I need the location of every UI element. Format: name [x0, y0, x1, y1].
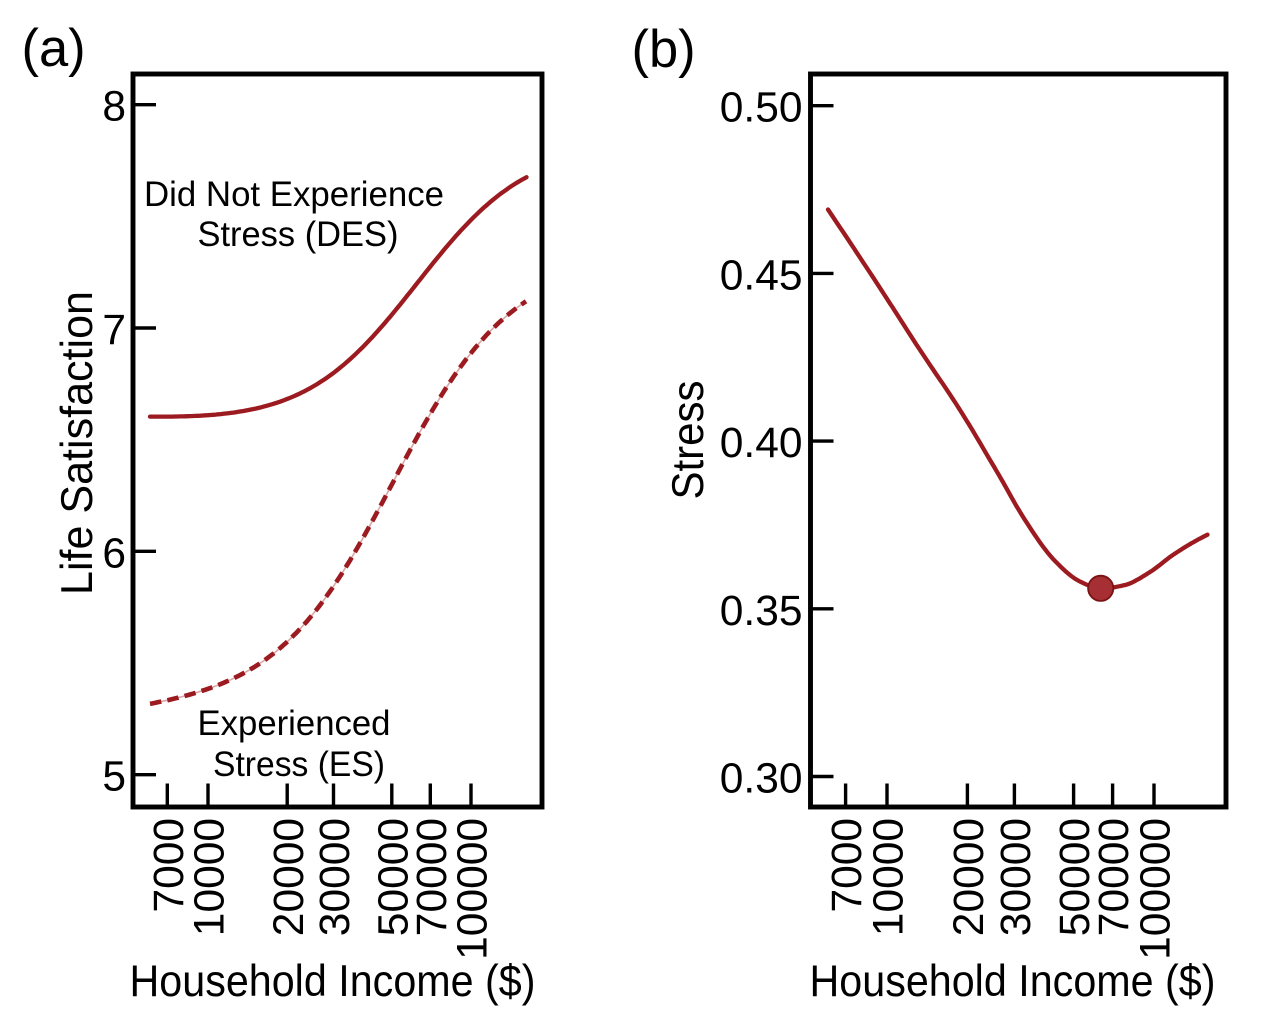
svg-text:Life Satisfaction: Life Satisfaction: [53, 291, 102, 595]
svg-text:0.35: 0.35: [720, 588, 803, 635]
svg-text:30000: 30000: [993, 818, 1040, 936]
svg-text:5: 5: [102, 754, 126, 801]
svg-text:Household Income ($): Household Income ($): [130, 957, 536, 1006]
svg-text:7000: 7000: [824, 818, 871, 913]
svg-text:Experienced: Experienced: [198, 704, 391, 743]
svg-text:Household Income ($): Household Income ($): [810, 957, 1216, 1006]
svg-text:70000: 70000: [409, 818, 456, 936]
svg-text:30000: 30000: [312, 818, 359, 936]
svg-text:0.40: 0.40: [720, 420, 803, 467]
svg-text:Stress (DES): Stress (DES): [198, 215, 399, 254]
svg-text:0.30: 0.30: [720, 756, 803, 803]
svg-text:(b): (b): [632, 20, 696, 79]
svg-text:100000: 100000: [450, 818, 497, 960]
svg-text:0.50: 0.50: [720, 85, 803, 132]
svg-text:100000: 100000: [1133, 818, 1180, 960]
svg-text:8: 8: [102, 84, 126, 131]
svg-text:20000: 20000: [946, 818, 993, 936]
svg-text:Did Not Experience: Did Not Experience: [144, 175, 444, 214]
svg-text:70000: 70000: [1091, 818, 1138, 936]
svg-text:6: 6: [102, 530, 126, 577]
svg-text:10000: 10000: [187, 818, 234, 936]
svg-text:7: 7: [102, 307, 126, 354]
svg-text:Stress (ES): Stress (ES): [213, 745, 385, 784]
svg-text:50000: 50000: [370, 818, 417, 936]
svg-text:50000: 50000: [1052, 818, 1099, 936]
svg-text:10000: 10000: [866, 818, 913, 936]
svg-text:7000: 7000: [146, 818, 193, 913]
svg-text:Stress: Stress: [664, 381, 713, 500]
svg-text:20000: 20000: [266, 818, 313, 936]
svg-text:(a): (a): [22, 19, 86, 78]
svg-text:0.45: 0.45: [720, 252, 803, 299]
